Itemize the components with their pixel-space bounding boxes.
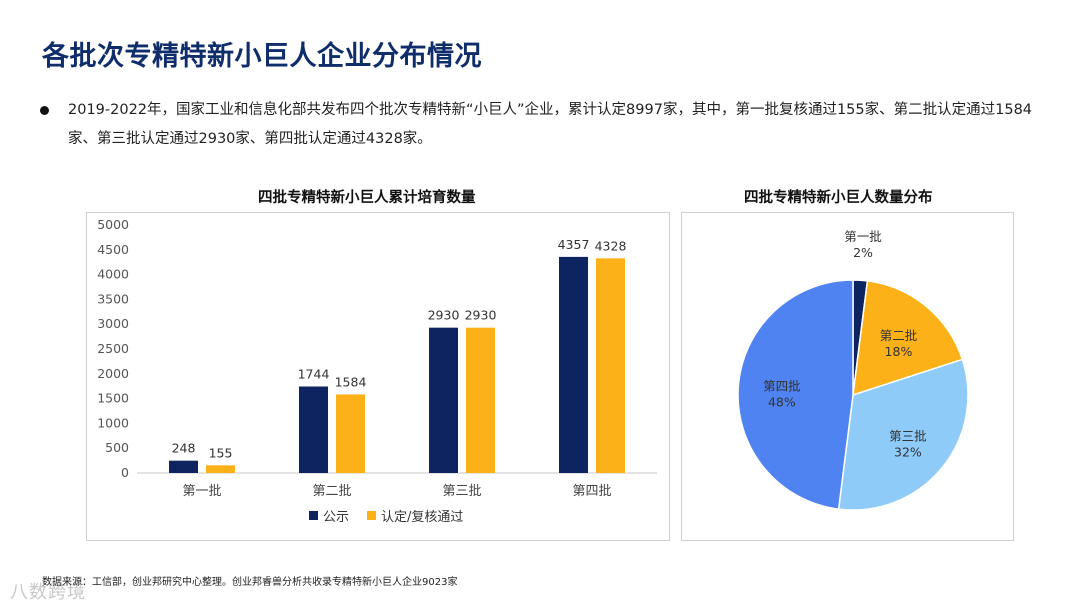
bar-approved	[336, 394, 365, 473]
y-tick-label: 4500	[97, 242, 129, 257]
legend-swatch	[367, 511, 376, 520]
y-tick-label: 1000	[97, 415, 129, 430]
pie-label-name: 第一批	[844, 229, 882, 244]
bar-value-label: 4328	[595, 238, 627, 253]
y-tick-label: 5000	[97, 217, 129, 232]
summary-bullet: 2019-2022年，国家工业和信息化部共发布四个批次专精特新“小巨人”企业，累…	[40, 96, 1050, 154]
x-tick-label: 第三批	[442, 484, 481, 499]
bar-approved	[466, 327, 495, 473]
bar-public	[429, 327, 458, 473]
bullet-dot	[40, 106, 49, 115]
x-tick-label: 第二批	[312, 484, 351, 499]
pie-label-percent: 18%	[885, 344, 913, 359]
y-tick-label: 3500	[97, 291, 129, 306]
bar-public	[559, 256, 588, 473]
bar-chart-title: 四批专精特新小巨人累计培育数量	[258, 190, 476, 206]
bar-public	[299, 386, 328, 473]
summary-text: 2019-2022年，国家工业和信息化部共发布四个批次专精特新“小巨人”企业，累…	[68, 102, 1033, 147]
x-tick-label: 第一批	[182, 484, 221, 499]
bar-approved	[206, 465, 235, 473]
legend-label: 认定/复核通过	[381, 510, 463, 525]
legend-swatch	[309, 511, 318, 520]
pie-label-name: 第四批	[763, 379, 801, 394]
pie-slice	[852, 280, 964, 397]
bar-value-label: 1744	[298, 366, 330, 381]
pie-chart-panel: 第一批 2% 第二批 18% 第三批 32% 第四批 48%	[681, 212, 1014, 541]
y-tick-label: 3000	[97, 316, 129, 331]
y-tick-label: 0	[121, 465, 129, 480]
pie-chart-title: 四批专精特新小巨人数量分布	[744, 190, 933, 206]
y-tick-label: 2000	[97, 366, 129, 381]
bar-value-label: 155	[209, 445, 233, 460]
pie-label-percent: 48%	[768, 395, 796, 410]
bar-chart-panel: 0 500 1000 1500 2000 2500 3000 3500 4000 4500 5000…	[86, 212, 670, 541]
pie-slice	[837, 358, 969, 511]
x-tick-label: 第四批	[572, 484, 611, 499]
y-tick-label: 2500	[97, 341, 129, 356]
data-source-footer: 数据来源：工信部，创业邦研究中心整理。创业邦睿兽分析共收录专精特新小巨人企业90…	[42, 577, 458, 588]
y-tick-label: 500	[105, 440, 129, 455]
pie-label-percent: 2%	[853, 245, 873, 260]
watermark: 八数跨境	[10, 582, 86, 603]
pie-label-percent: 32%	[894, 444, 922, 459]
bar-value-label: 2930	[465, 308, 497, 323]
y-tick-label: 4000	[97, 267, 129, 282]
bar-value-label: 2930	[428, 308, 460, 323]
bar-approved	[596, 258, 625, 473]
bar-chart: 0 500 1000 1500 2000 2500 3000 3500 4000 4500 5000…	[97, 217, 657, 525]
pie-slice	[737, 279, 854, 510]
y-tick-label: 1500	[97, 391, 129, 406]
pie-label-name: 第二批	[880, 328, 918, 343]
pie-label-name: 第三批	[889, 428, 927, 443]
page-title: 各批次专精特新小巨人企业分布情况	[42, 41, 482, 72]
legend-label: 公示	[323, 510, 349, 525]
bar-value-label: 1584	[335, 374, 367, 389]
bar-value-label: 4357	[558, 237, 590, 252]
bar-value-label: 248	[172, 441, 196, 456]
bar-public	[169, 460, 198, 473]
